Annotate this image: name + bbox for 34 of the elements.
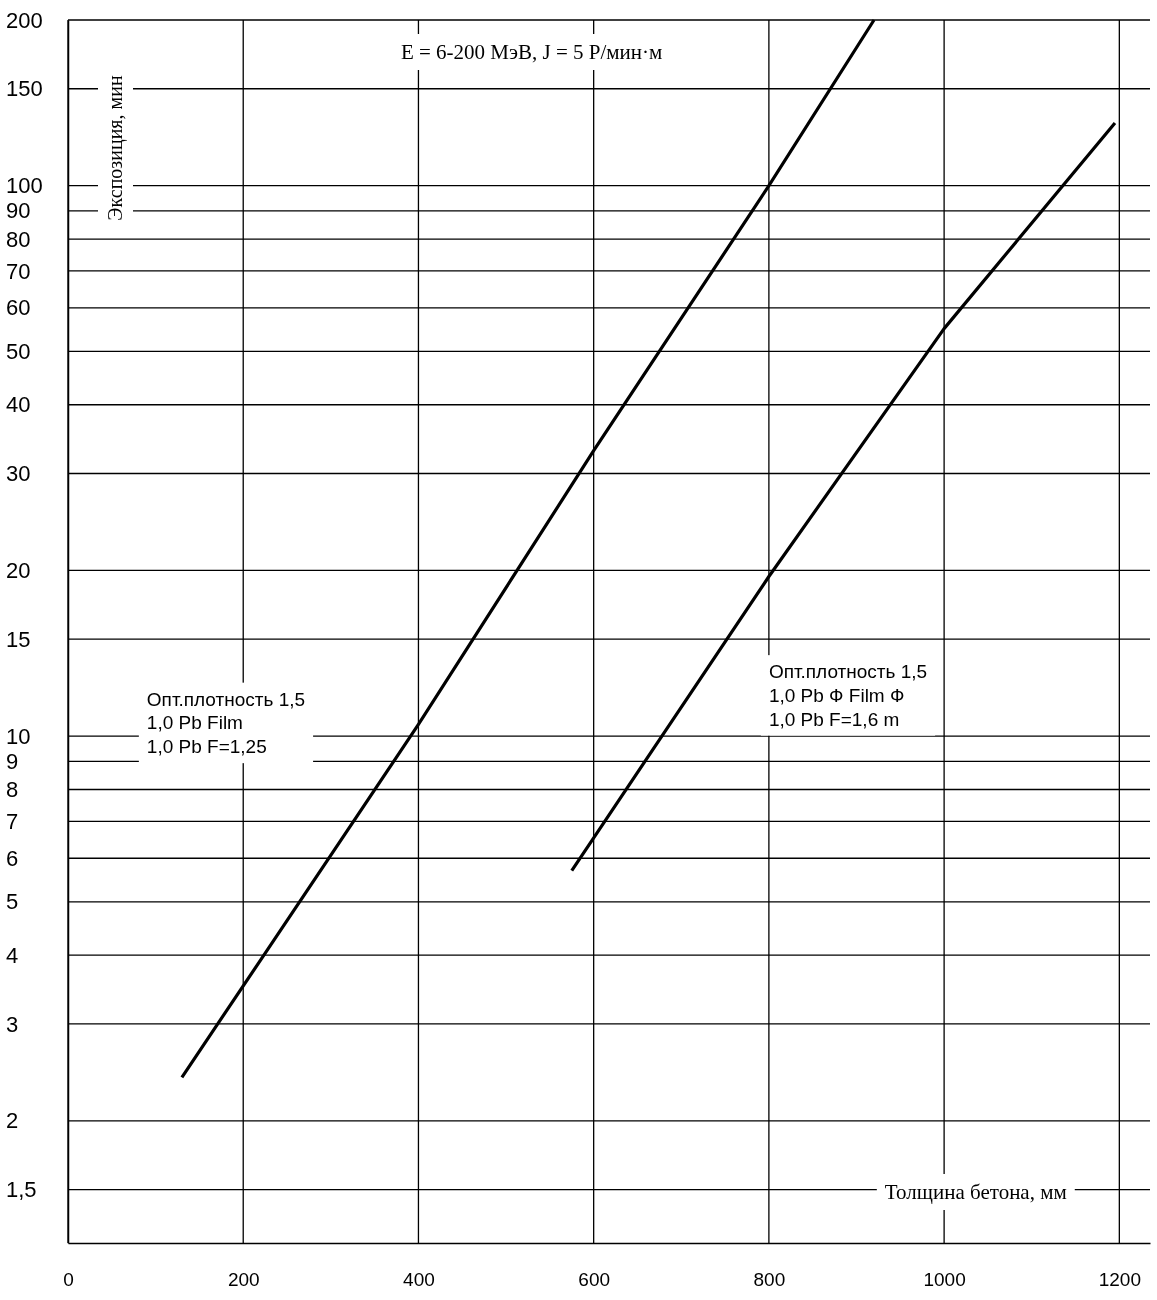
x-tick-label: 1200 [1098,1269,1141,1291]
y-tick-label: 5 [6,889,19,915]
y-tick-label: 100 [6,173,43,199]
y-tick-label: 2 [6,1108,19,1134]
x-tick-label: 600 [578,1269,611,1291]
annotation: Опт.плотность 1,5 1,0 Pb Film 1,0 Pb F=1,25 [146,688,306,758]
x-tick-label: 0 [63,1269,74,1291]
y-tick-label: 8 [6,777,19,803]
x-tick-label: 800 [753,1269,786,1291]
text: E = 6-200 МэВ, J = 5 Р/мин·м [400,40,663,64]
y-tick-label: 7 [6,808,19,834]
x-axis-title: Толщина бетона, мм [884,1180,1067,1204]
annotation: Опт.плотность 1,5 1,0 Pb Ф Film Ф 1,0 Pb F=1,6 m [768,661,928,730]
y-tick-label: 6 [6,845,19,871]
y-tick-label: 4 [6,942,19,968]
y-tick-label: 3 [6,1011,19,1037]
y-tick-label: 20 [6,557,31,583]
y-tick-label: 9 [6,748,19,774]
x-tick-label: 400 [403,1269,435,1291]
y-tick-label: 70 [6,258,31,284]
y-tick-label: 1,5 [6,1177,37,1203]
y-tick-label: 30 [6,461,31,487]
y-tick-label: 10 [6,723,31,749]
y-tick-label: 60 [6,295,31,321]
y-tick-label: 150 [6,76,43,102]
y-tick-label: 40 [6,392,31,418]
y-tick-label: 15 [6,626,31,652]
y-tick-label: 200 [6,7,43,33]
y-tick-label: 90 [6,198,31,224]
y-axis-title: Экспозиция, мин [104,75,127,221]
x-tick-label: 200 [227,1269,260,1291]
y-tick-label: 80 [6,226,31,252]
y-tick-label: 50 [6,338,31,364]
x-tick-label: 1000 [923,1269,966,1291]
